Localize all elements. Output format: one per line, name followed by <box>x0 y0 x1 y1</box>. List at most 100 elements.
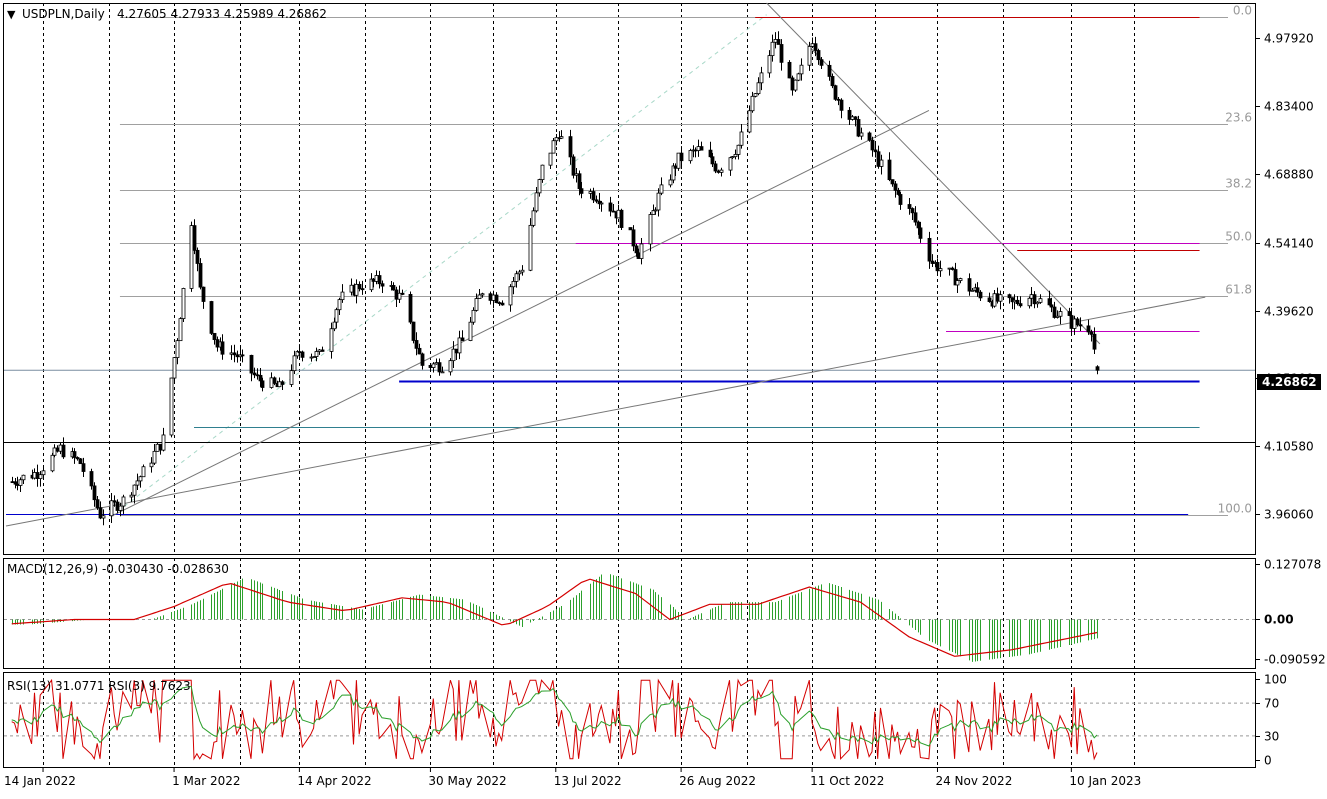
candle-body <box>1032 294 1037 305</box>
candle-body <box>138 476 143 482</box>
candle-body <box>648 214 653 245</box>
candle-body <box>340 291 345 301</box>
candle-body <box>634 245 639 254</box>
candle-body <box>152 450 157 464</box>
candle-body <box>448 360 453 373</box>
candle-body <box>568 136 573 158</box>
candle-body <box>1029 294 1034 299</box>
candle-body <box>155 443 160 452</box>
candle-body <box>15 483 20 486</box>
candle-body <box>38 474 43 479</box>
time-axis-label: 13 Jul 2022 <box>554 774 622 788</box>
candle-body <box>428 365 433 368</box>
candle-body <box>58 444 63 452</box>
candle-body <box>767 55 772 74</box>
candle-body <box>32 472 37 479</box>
candle-body <box>673 165 678 169</box>
candle-body <box>930 260 935 264</box>
candle-body <box>955 280 960 286</box>
time-axis-label: 14 Apr 2022 <box>297 774 371 788</box>
candle-body <box>853 116 858 120</box>
candle-body <box>733 154 738 158</box>
rsi-axis-label: 30 <box>1264 730 1279 744</box>
candle-body <box>850 116 855 120</box>
collapse-arrow-icon[interactable]: ▼ <box>7 8 16 21</box>
rsi-layer <box>11 678 1098 761</box>
candle-body <box>730 156 735 159</box>
candle-body <box>947 267 952 270</box>
candle-body <box>639 243 644 259</box>
candle-body <box>520 269 525 273</box>
candle-body <box>918 227 923 239</box>
candle-body <box>708 149 713 158</box>
candle-body <box>699 146 704 151</box>
candle-body <box>668 179 673 186</box>
candle-body <box>249 354 254 374</box>
candle-body <box>115 501 120 511</box>
candle-body <box>799 64 804 75</box>
candle-body <box>713 163 718 172</box>
candle-body <box>910 208 915 214</box>
candle-body <box>907 204 912 209</box>
candle-body <box>78 458 83 465</box>
macd-axis-label: 0.00 <box>1264 613 1294 627</box>
price-panel[interactable] <box>3 3 1256 555</box>
candle-body <box>337 299 342 311</box>
candle-body <box>460 337 465 341</box>
candle-body <box>779 44 784 63</box>
candle-body <box>10 481 15 484</box>
time-axis-label: 10 Jan 2023 <box>1069 774 1141 788</box>
candle-body <box>688 150 693 162</box>
candle-body <box>631 229 636 247</box>
candle-body <box>474 298 479 311</box>
candle-body <box>1035 301 1040 305</box>
candle-body <box>839 99 844 111</box>
candle-body <box>272 377 277 384</box>
candle-body <box>847 109 852 120</box>
candle-body <box>354 283 359 296</box>
candle-body <box>1095 366 1100 371</box>
rsi-fast-line <box>11 678 1098 761</box>
candle-body <box>1075 318 1080 326</box>
candle-body <box>181 288 186 320</box>
candle-body <box>109 500 114 517</box>
candle-body <box>454 348 459 354</box>
macd-panel[interactable] <box>3 558 1256 669</box>
candle-body <box>297 351 302 353</box>
candle-body <box>1086 325 1091 333</box>
candle-body <box>719 169 724 173</box>
candle-body <box>420 353 425 366</box>
candle-body <box>975 287 980 293</box>
candle-body <box>773 39 778 43</box>
candle-body <box>240 354 245 357</box>
price-axis-label: 4.97920 <box>1264 32 1314 46</box>
price-axis-label: 4.10580 <box>1264 440 1314 454</box>
candle-body <box>827 64 832 77</box>
candle-body <box>260 380 265 388</box>
candle-body <box>215 339 220 348</box>
candle-body <box>728 157 733 171</box>
candle-body <box>619 209 624 228</box>
candle-body <box>594 199 599 202</box>
candle-body <box>269 377 274 388</box>
time-axis-label: 26 Aug 2022 <box>679 774 756 788</box>
fibonacci-level-label: 50.0 <box>1225 230 1252 244</box>
candle-body <box>753 93 758 97</box>
fibonacci-level-label: 100.0 <box>1218 502 1252 516</box>
candle-body <box>55 447 60 452</box>
candle-body <box>332 321 337 330</box>
candle-body <box>608 202 613 212</box>
candle-body <box>175 340 180 358</box>
candle-body <box>431 363 436 368</box>
candle-body <box>161 434 166 451</box>
candle-body <box>833 85 838 100</box>
candle-body <box>611 210 616 213</box>
candle-body <box>893 183 898 191</box>
candle-body <box>349 284 354 293</box>
candle-body <box>1027 297 1032 307</box>
candle-body <box>577 173 582 190</box>
candle-body <box>141 466 146 478</box>
candle-body <box>229 352 234 355</box>
